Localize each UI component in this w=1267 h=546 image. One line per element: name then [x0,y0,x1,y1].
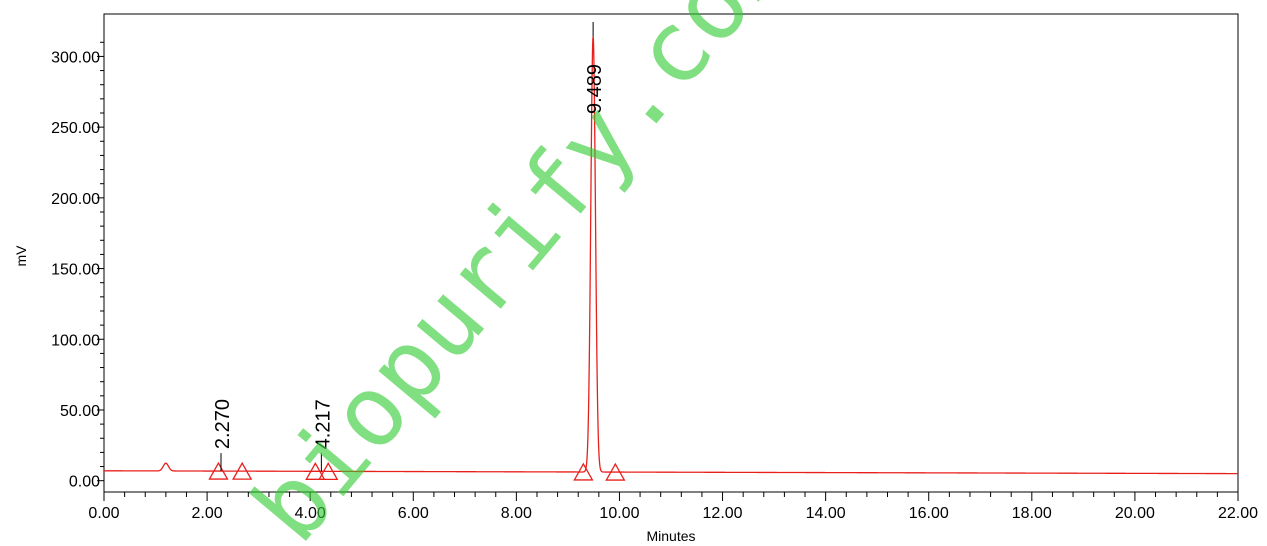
y-tick-label: 250.00 [51,120,100,137]
x-tick-label: 4.00 [295,505,326,522]
x-tick-label: 6.00 [398,505,429,522]
y-tick-label: 200.00 [51,191,100,208]
x-tick-label: 0.00 [88,505,119,522]
watermark: biopurify.com [231,0,811,546]
x-axis: 0.00 2.00 4.00 6.00 8.00 10.00 12.00 14.00 16.00… [88,492,1258,522]
peak-label: 4.217 [312,399,334,449]
x-tick-label: 14.00 [806,505,846,522]
x-tick-label: 12.00 [703,505,743,522]
y-axis: 0.00 50.00 100.00 150.00 200.00 250.00 300.00 [51,41,104,491]
peak-labels: 2.270 4.217 9.489 [212,22,606,472]
x-tick-label: 20.00 [1115,505,1155,522]
y-axis-title: mV [13,245,29,267]
peak-label: 2.270 [212,399,234,449]
y-tick-label: 300.00 [51,49,100,66]
x-tick-label: 18.00 [1012,505,1052,522]
y-tick-label: 100.00 [51,332,100,349]
x-tick-label: 8.00 [501,505,532,522]
plot-frame [103,13,1239,493]
chromatogram-trace [104,36,1239,475]
x-tick-label: 10.00 [599,505,639,522]
y-tick-label: 50.00 [60,403,100,420]
y-tick-label: 150.00 [51,262,100,279]
x-tick-label: 2.00 [192,505,223,522]
x-tick-label: 16.00 [909,505,949,522]
x-axis-title: Minutes [646,528,695,544]
x-tick-label: 22.00 [1218,505,1258,522]
peak-label: 9.489 [584,64,606,114]
y-tick-label: 0.00 [69,474,100,491]
